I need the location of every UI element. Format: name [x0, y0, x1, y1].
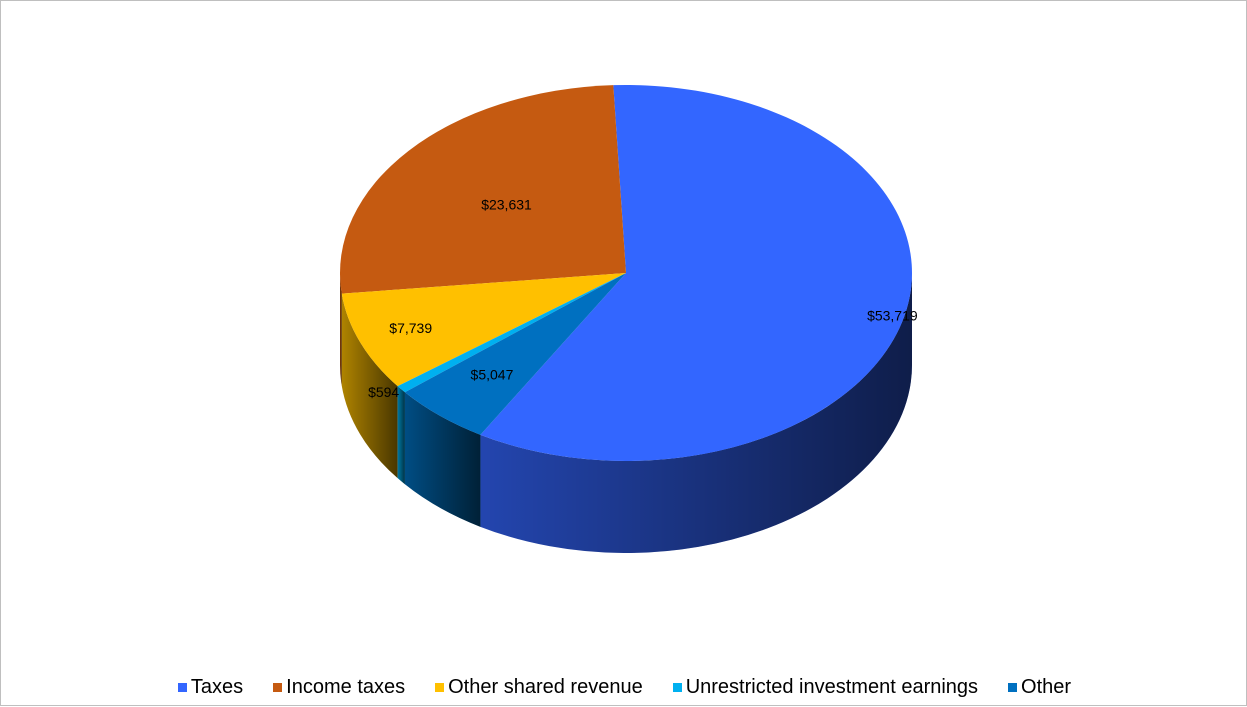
pie-slice-taxes[interactable]	[480, 85, 912, 461]
pie-side-shading	[340, 273, 342, 386]
data-label-taxes: $53,719	[867, 307, 918, 323]
legend-label: Other shared revenue	[448, 675, 643, 698]
legend-swatch	[672, 682, 682, 692]
pie-slice-unrestricted-investment-earnings[interactable]	[397, 273, 626, 393]
legend-item-income-taxes[interactable]: Income taxes	[273, 676, 405, 699]
data-label-other: $5,047	[471, 366, 514, 382]
legend-label: Unrestricted investment earnings	[685, 675, 979, 698]
legend-swatch	[435, 682, 445, 692]
pie-slice-other-shared-revenue[interactable]	[341, 273, 626, 387]
data-label-income-taxes: $23,631	[481, 196, 532, 212]
legend-swatch	[273, 682, 283, 692]
pie-slice-other[interactable]	[404, 273, 626, 435]
legend-label: Income taxes	[286, 675, 406, 698]
data-label-unrestricted-investment-earnings: $594	[368, 384, 399, 400]
data-label-other-shared-revenue: $7,739	[389, 320, 432, 336]
pie-slice-income-taxes[interactable]	[340, 85, 626, 294]
legend: Taxes Income taxes Other shared revenue Unr…	[1, 673, 1247, 701]
legend-item-other[interactable]: Other	[1008, 676, 1071, 699]
pie-side-shading	[341, 293, 398, 479]
pie-side-shading	[480, 273, 912, 553]
legend-label: Taxes	[190, 675, 244, 698]
legend-label: Other	[1021, 675, 1072, 698]
legend-item-other-shared-revenue[interactable]: Other shared revenue	[435, 676, 643, 699]
legend-item-unrestricted-investment-earnings[interactable]: Unrestricted investment earnings	[672, 675, 979, 699]
legend-item-taxes[interactable]: Taxes	[177, 675, 244, 699]
legend-swatch	[1008, 682, 1018, 692]
pie-side-shading	[397, 386, 405, 485]
legend-swatch	[177, 682, 187, 692]
pie-side-shading	[404, 392, 481, 527]
